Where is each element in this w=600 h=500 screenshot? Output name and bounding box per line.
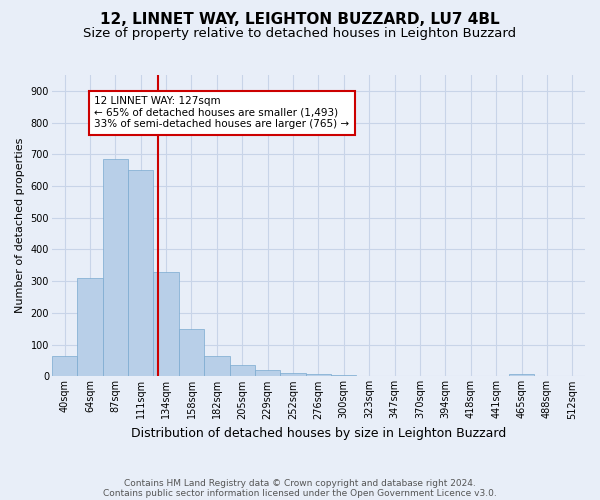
Text: Size of property relative to detached houses in Leighton Buzzard: Size of property relative to detached ho… xyxy=(83,28,517,40)
Bar xyxy=(128,170,154,376)
Bar xyxy=(230,366,255,376)
Bar xyxy=(77,278,103,376)
Bar xyxy=(306,374,331,376)
Text: Contains public sector information licensed under the Open Government Licence v3: Contains public sector information licen… xyxy=(103,488,497,498)
Bar xyxy=(280,373,306,376)
Y-axis label: Number of detached properties: Number of detached properties xyxy=(15,138,25,314)
Bar xyxy=(154,272,179,376)
Text: 12 LINNET WAY: 127sqm
← 65% of detached houses are smaller (1,493)
33% of semi-d: 12 LINNET WAY: 127sqm ← 65% of detached … xyxy=(94,96,350,130)
Bar xyxy=(179,329,204,376)
Bar xyxy=(103,159,128,376)
Bar xyxy=(204,356,230,376)
Text: 12, LINNET WAY, LEIGHTON BUZZARD, LU7 4BL: 12, LINNET WAY, LEIGHTON BUZZARD, LU7 4B… xyxy=(100,12,500,28)
Bar xyxy=(52,356,77,376)
Bar xyxy=(331,375,356,376)
X-axis label: Distribution of detached houses by size in Leighton Buzzard: Distribution of detached houses by size … xyxy=(131,427,506,440)
Bar xyxy=(255,370,280,376)
Text: Contains HM Land Registry data © Crown copyright and database right 2024.: Contains HM Land Registry data © Crown c… xyxy=(124,478,476,488)
Bar xyxy=(509,374,534,376)
